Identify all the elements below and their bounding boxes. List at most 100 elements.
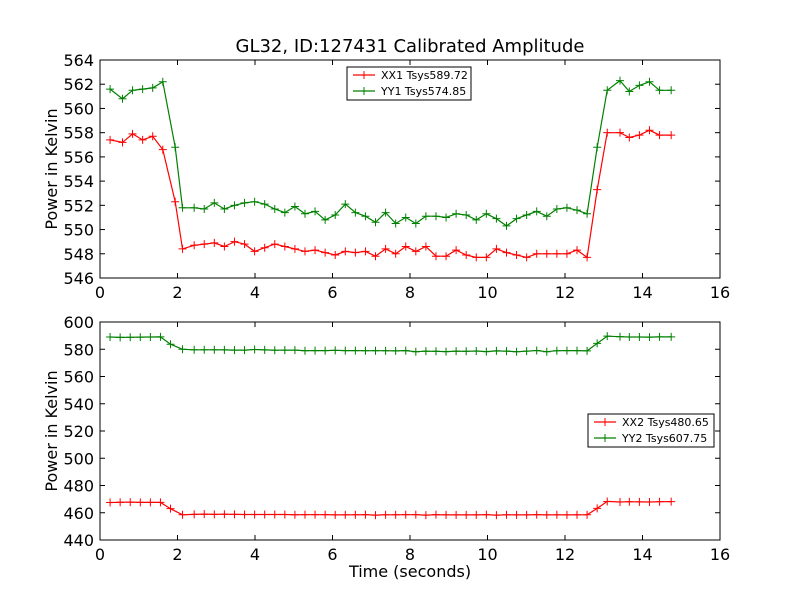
data-point-marker: [178, 244, 187, 253]
figure-title: GL32, ID:127431 Calibrated Amplitude: [236, 36, 585, 57]
data-point-marker: [240, 198, 249, 207]
y-tick-label: 546: [63, 269, 94, 288]
data-point-marker: [311, 346, 320, 355]
data-point-marker: [411, 247, 420, 256]
data-point-marker: [260, 345, 269, 354]
data-point-marker: [210, 198, 219, 207]
data-point-marker: [230, 201, 239, 210]
data-point-marker: [573, 206, 582, 215]
data-point-marker: [635, 332, 644, 341]
data-point-marker: [442, 347, 451, 356]
data-point-marker: [512, 214, 521, 223]
x-tick-label: 12: [555, 283, 575, 302]
data-point-marker: [391, 346, 400, 355]
data-point-marker: [492, 214, 501, 223]
data-point-marker: [128, 129, 137, 138]
data-point-marker: [645, 333, 654, 342]
x-tick-label: 10: [477, 283, 497, 302]
data-point-marker: [171, 197, 180, 206]
data-point-marker: [331, 211, 340, 220]
x-tick-label: 2: [172, 283, 182, 302]
data-point-marker: [562, 346, 571, 355]
y-tick-label: 500: [63, 449, 94, 468]
legend-marker: [601, 434, 609, 442]
data-point-marker: [562, 249, 571, 258]
data-point-marker: [411, 347, 420, 356]
data-point-marker: [482, 347, 491, 356]
data-point-marker: [616, 332, 625, 341]
data-point-marker: [146, 332, 155, 341]
data-point-marker: [472, 215, 481, 224]
data-point-marker: [512, 510, 521, 519]
data-point-marker: [625, 133, 634, 142]
data-point-marker: [290, 346, 299, 355]
data-point-marker: [178, 345, 187, 354]
data-point-marker: [583, 209, 592, 218]
x-tick-label: 6: [327, 545, 337, 564]
data-point-marker: [158, 77, 167, 86]
x-tick-label: 14: [632, 545, 652, 564]
x-tick-label: 14: [632, 283, 652, 302]
data-point-marker: [625, 87, 634, 96]
data-point-marker: [290, 244, 299, 253]
data-point-marker: [655, 131, 664, 140]
data-point-marker: [178, 203, 187, 212]
data-point-marker: [655, 497, 664, 506]
data-point-marker: [573, 246, 582, 255]
data-point-marker: [552, 249, 561, 258]
data-point-marker: [371, 218, 380, 227]
data-point-marker: [156, 332, 165, 341]
legend-label: XX1 Tsys589.72: [381, 69, 468, 82]
data-point-marker: [593, 143, 602, 152]
data-point-marker: [532, 346, 541, 355]
data-point-marker: [190, 203, 199, 212]
data-point-marker: [593, 504, 602, 513]
data-point-marker: [492, 244, 501, 253]
data-point-marker: [472, 510, 481, 519]
data-point-marker: [290, 202, 299, 211]
data-point-marker: [148, 83, 157, 92]
legend-label: XX2 Tsys480.65: [622, 416, 709, 429]
y-tick-label: 520: [63, 422, 94, 441]
data-point-marker: [667, 497, 676, 506]
data-point-marker: [300, 209, 309, 218]
data-point-marker: [522, 253, 531, 262]
data-point-marker: [411, 510, 420, 519]
x-tick-label: 12: [555, 545, 575, 564]
data-point-marker: [311, 207, 320, 216]
y-tick-label: 552: [63, 196, 94, 215]
data-point-marker: [240, 346, 249, 355]
data-point-marker: [321, 346, 330, 355]
data-point-marker: [178, 510, 187, 519]
y-tick-label: 550: [63, 221, 94, 240]
x-tick-label: 0: [95, 545, 105, 564]
data-point-marker: [220, 242, 229, 251]
data-point-marker: [583, 510, 592, 519]
y-tick-label: 480: [63, 477, 94, 496]
data-point-marker: [522, 510, 531, 519]
data-point-marker: [401, 213, 410, 222]
data-point-marker: [136, 333, 145, 342]
data-point-marker: [532, 249, 541, 258]
data-point-marker: [502, 347, 511, 356]
data-point-marker: [270, 204, 279, 213]
data-point-marker: [667, 332, 676, 341]
data-point-marker: [210, 345, 219, 354]
top-panel: 0 2 4 6 8 10 12 14 16 546 548 550 552 554 556 558 560 562…: [42, 51, 730, 302]
data-point-marker: [351, 248, 360, 257]
data-point-marker: [401, 346, 410, 355]
data-point-marker: [331, 510, 340, 519]
data-point-marker: [616, 128, 625, 137]
data-point-marker: [381, 510, 390, 519]
data-point-marker: [603, 497, 612, 506]
data-point-marker: [220, 345, 229, 354]
x-tick-label: 6: [327, 283, 337, 302]
data-point-marker: [411, 219, 420, 228]
data-point-marker: [280, 346, 289, 355]
data-point-marker: [462, 250, 471, 259]
data-point-marker: [502, 510, 511, 519]
data-point-marker: [431, 347, 440, 356]
data-point-marker: [452, 510, 461, 519]
data-point-marker: [381, 208, 390, 217]
